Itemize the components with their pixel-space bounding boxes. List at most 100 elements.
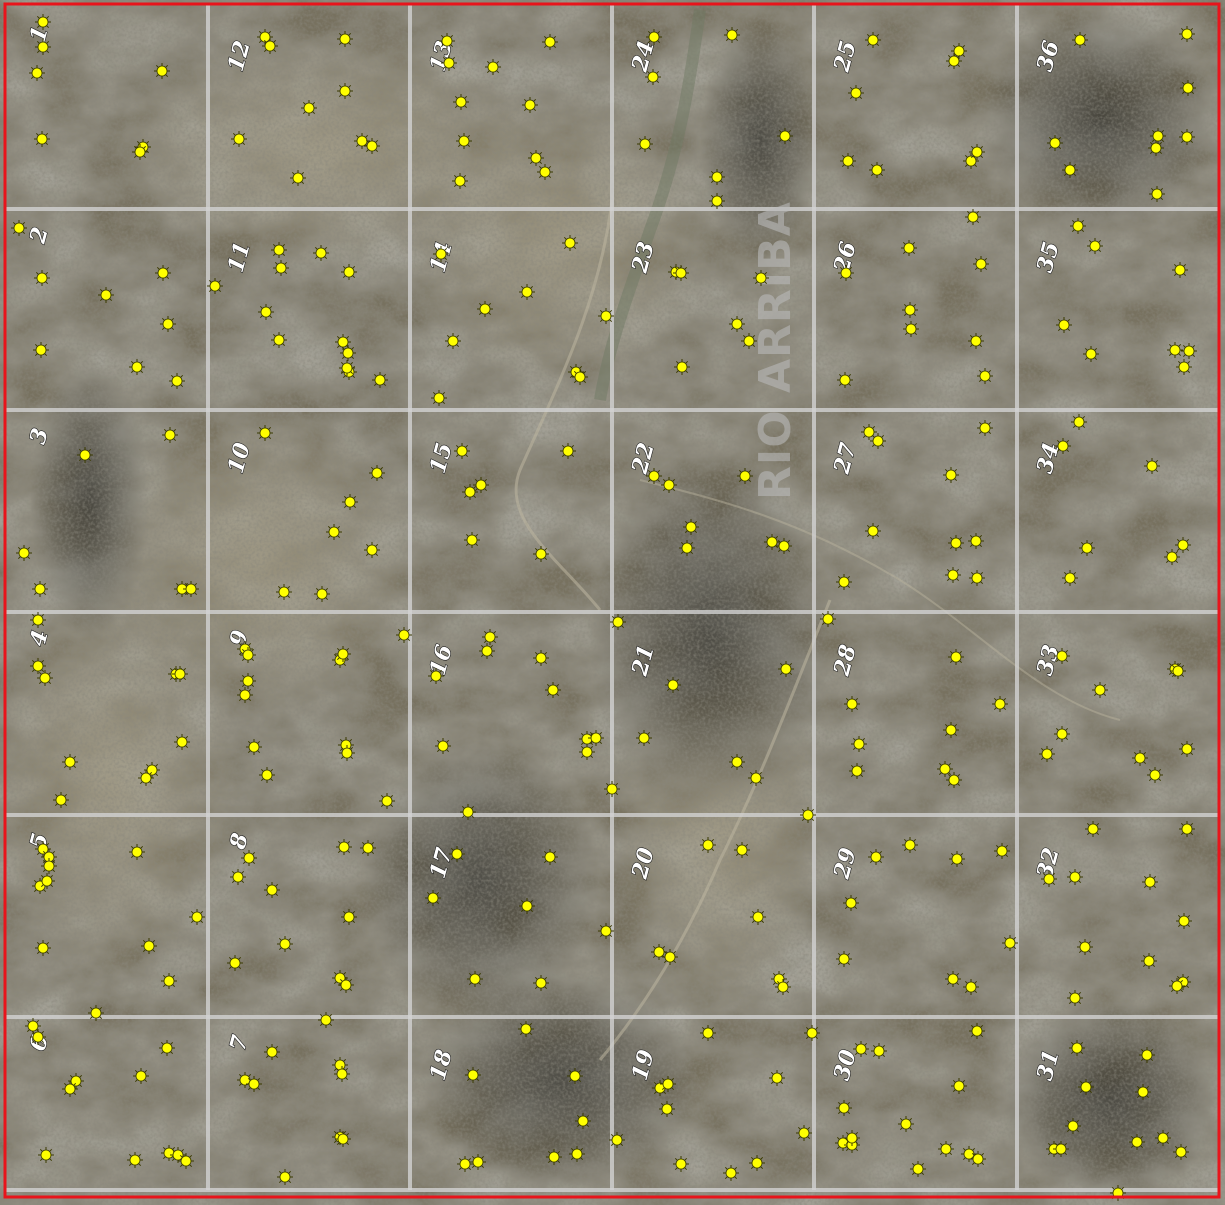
well-marker[interactable] — [849, 763, 865, 779]
well-marker[interactable] — [482, 629, 498, 645]
well-marker[interactable] — [259, 767, 275, 783]
well-marker[interactable] — [1053, 1141, 1069, 1157]
well-marker[interactable] — [851, 736, 867, 752]
well-marker[interactable] — [673, 1156, 689, 1172]
well-marker[interactable] — [338, 737, 354, 753]
well-marker[interactable] — [836, 951, 852, 967]
well-marker[interactable] — [456, 133, 472, 149]
well-marker[interactable] — [34, 131, 50, 147]
well-marker[interactable] — [183, 581, 199, 597]
well-marker[interactable] — [651, 944, 667, 960]
well-marker[interactable] — [869, 162, 885, 178]
well-marker[interactable] — [750, 909, 766, 925]
well-marker[interactable] — [318, 1012, 334, 1028]
well-marker[interactable] — [723, 1165, 739, 1181]
well-marker[interactable] — [1144, 458, 1160, 474]
well-marker[interactable] — [30, 658, 46, 674]
well-marker[interactable] — [661, 477, 677, 493]
well-marker[interactable] — [1176, 359, 1192, 375]
well-marker[interactable] — [902, 837, 918, 853]
well-marker[interactable] — [161, 973, 177, 989]
well-marker[interactable] — [172, 666, 188, 682]
well-marker[interactable] — [240, 647, 256, 663]
well-marker[interactable] — [1155, 1130, 1171, 1146]
well-marker[interactable] — [968, 333, 984, 349]
well-marker[interactable] — [62, 1081, 78, 1097]
well-marker[interactable] — [659, 1101, 675, 1117]
well-marker[interactable] — [339, 360, 355, 376]
well-marker[interactable] — [775, 979, 791, 995]
well-marker[interactable] — [970, 1151, 986, 1167]
well-marker[interactable] — [364, 542, 380, 558]
well-marker[interactable] — [39, 873, 55, 889]
well-marker[interactable] — [77, 447, 93, 463]
well-marker[interactable] — [29, 65, 45, 81]
well-marker[interactable] — [1180, 80, 1196, 96]
well-marker[interactable] — [364, 138, 380, 154]
well-marker[interactable] — [335, 334, 351, 350]
well-marker[interactable] — [445, 333, 461, 349]
well-marker[interactable] — [853, 1041, 869, 1057]
well-marker[interactable] — [240, 673, 256, 689]
well-marker[interactable] — [262, 38, 278, 54]
well-marker[interactable] — [159, 1040, 175, 1056]
well-marker[interactable] — [518, 1021, 534, 1037]
well-marker[interactable] — [441, 55, 457, 71]
well-marker[interactable] — [800, 807, 816, 823]
well-marker[interactable] — [1054, 726, 1070, 742]
well-marker[interactable] — [354, 133, 370, 149]
well-marker[interactable] — [141, 938, 157, 954]
well-marker[interactable] — [1062, 570, 1078, 586]
well-marker[interactable] — [1173, 1144, 1189, 1160]
well-marker[interactable] — [189, 909, 205, 925]
well-marker[interactable] — [1179, 129, 1195, 145]
well-marker[interactable] — [753, 270, 769, 286]
well-marker[interactable] — [16, 545, 32, 561]
well-marker[interactable] — [898, 1116, 914, 1132]
well-marker[interactable] — [277, 936, 293, 952]
well-marker[interactable] — [11, 220, 27, 236]
well-marker[interactable] — [861, 424, 877, 440]
well-marker[interactable] — [1069, 1040, 1085, 1056]
well-marker[interactable] — [683, 519, 699, 535]
well-marker[interactable] — [1087, 238, 1103, 254]
well-marker[interactable] — [665, 677, 681, 693]
well-marker[interactable] — [969, 144, 985, 160]
well-marker[interactable] — [1070, 218, 1086, 234]
well-marker[interactable] — [968, 533, 984, 549]
well-marker[interactable] — [334, 1066, 350, 1082]
well-marker[interactable] — [903, 321, 919, 337]
well-marker[interactable] — [945, 971, 961, 987]
well-marker[interactable] — [992, 696, 1008, 712]
well-marker[interactable] — [30, 612, 46, 628]
well-marker[interactable] — [1041, 871, 1057, 887]
well-marker[interactable] — [575, 1113, 591, 1129]
well-marker[interactable] — [457, 1156, 473, 1172]
well-marker[interactable] — [865, 32, 881, 48]
well-marker[interactable] — [871, 1043, 887, 1059]
well-marker[interactable] — [1129, 1134, 1145, 1150]
well-marker[interactable] — [340, 345, 356, 361]
well-marker[interactable] — [778, 661, 794, 677]
well-marker[interactable] — [533, 650, 549, 666]
well-marker[interactable] — [257, 425, 273, 441]
well-marker[interactable] — [1054, 648, 1070, 664]
well-marker[interactable] — [636, 730, 652, 746]
well-marker[interactable] — [98, 287, 114, 303]
well-marker[interactable] — [973, 256, 989, 272]
well-marker[interactable] — [838, 265, 854, 281]
well-marker[interactable] — [567, 1068, 583, 1084]
well-marker[interactable] — [542, 849, 558, 865]
well-marker[interactable] — [174, 734, 190, 750]
well-marker[interactable] — [951, 43, 967, 59]
well-marker[interactable] — [637, 136, 653, 152]
well-marker[interactable] — [470, 1154, 486, 1170]
well-marker[interactable] — [776, 538, 792, 554]
well-marker[interactable] — [645, 69, 661, 85]
well-marker[interactable] — [1065, 1118, 1081, 1134]
well-marker[interactable] — [533, 546, 549, 562]
well-marker[interactable] — [313, 245, 329, 261]
well-marker[interactable] — [477, 301, 493, 317]
well-marker[interactable] — [439, 33, 455, 49]
well-marker[interactable] — [144, 762, 160, 778]
